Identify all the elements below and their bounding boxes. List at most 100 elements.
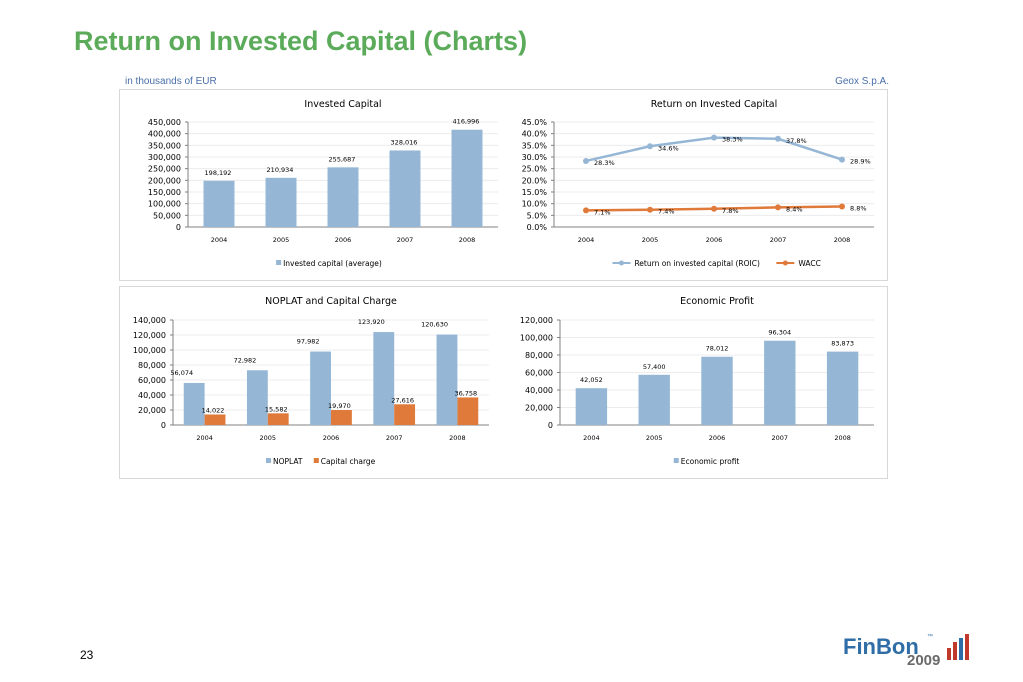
bar-noplat-s0-1 — [246, 370, 268, 425]
data-label-noplat-s1-2: 19,970 — [328, 402, 351, 410]
x-tick-label-roic: 2006 — [706, 236, 723, 244]
x-tick-label-econ: 2008 — [834, 434, 851, 442]
chart-title-roic: Return on Invested Capital — [651, 99, 778, 110]
data-label-noplat-s0-2: 97,982 — [297, 338, 320, 346]
panel-top: Invested Capital 0 50,000 100,000 150,000 200… — [119, 89, 888, 281]
y-tick-label-econ: 40,000 — [525, 386, 553, 395]
x-tick-label-econ: 2005 — [646, 434, 663, 442]
data-label-roic-s0-1: 34.6% — [658, 144, 679, 152]
x-tick-label-noplat: 2006 — [323, 434, 340, 442]
point-roic-s0-4 — [839, 156, 845, 163]
y-tick-label-noplat: 80,000 — [138, 361, 166, 370]
y-tick-label-invested: 50,000 — [153, 211, 181, 220]
x-tick-label-econ: 2004 — [583, 434, 600, 442]
bar-chart-icon — [947, 634, 969, 660]
y-tick-label-roic: 25.0% — [522, 165, 548, 174]
data-label-econ-s0-1: 57,400 — [643, 363, 666, 371]
legend-swatch-invested-s0 — [276, 260, 282, 265]
page-number: 23 — [80, 648, 94, 662]
y-tick-label-invested: 100,000 — [148, 200, 181, 209]
data-label-roic-s1-1: 7.4% — [658, 208, 675, 216]
finbon-logo: FinBon ™ 2009 — [843, 634, 973, 670]
chart-title-noplat: NOPLAT and Capital Charge — [265, 296, 397, 307]
legend-swatch-econ-s0 — [673, 458, 679, 463]
x-tick-label-invested: 2006 — [335, 236, 352, 244]
data-label-econ-s0-0: 42,052 — [580, 376, 603, 384]
y-tick-label-roic: 20.0% — [522, 176, 548, 185]
data-label-roic-s0-2: 38.3% — [722, 136, 743, 144]
bar-noplat-s0-4 — [436, 334, 458, 425]
panel-bottom: NOPLAT and Capital Charge 0 20,000 40,000 60… — [119, 286, 888, 479]
point-roic-s0-1 — [647, 143, 653, 150]
data-label-noplat-s1-3: 27,616 — [391, 396, 414, 404]
x-tick-label-noplat: 2004 — [196, 434, 213, 442]
legend-label-roic-s1: WACC — [798, 259, 820, 268]
y-tick-label-econ: 120,000 — [520, 316, 553, 325]
data-label-invested-s0-1: 210,934 — [267, 166, 294, 174]
bar-econ-s0-3 — [764, 340, 796, 425]
page-title: Return on Invested Capital (Charts) — [74, 26, 528, 56]
legend-swatch-noplat-s1 — [313, 458, 319, 463]
y-tick-label-noplat: 100,000 — [133, 346, 166, 355]
bar-noplat-s1-0 — [204, 414, 226, 425]
data-label-econ-s0-4: 83,873 — [831, 340, 854, 348]
data-label-noplat-s1-0: 14,022 — [202, 406, 225, 414]
point-roic-s0-3 — [775, 135, 781, 142]
y-tick-label-econ: 0 — [548, 421, 553, 430]
x-tick-label-noplat: 2008 — [449, 434, 466, 442]
y-tick-label-invested: 150,000 — [148, 188, 181, 197]
bar-noplat-s1-3 — [394, 404, 416, 425]
company-name: Geox S.p.A. — [835, 76, 889, 87]
y-tick-label-invested: 300,000 — [148, 153, 181, 162]
y-tick-label-invested: 250,000 — [148, 165, 181, 174]
logo-text: FinBon — [843, 634, 919, 659]
y-tick-label-noplat: 40,000 — [138, 391, 166, 400]
x-tick-label-roic: 2008 — [834, 236, 851, 244]
y-tick-label-noplat: 0 — [161, 421, 166, 430]
chart-title-econ: Economic Profit — [680, 296, 754, 307]
y-tick-label-roic: 30.0% — [522, 153, 548, 162]
y-tick-label-econ: 100,000 — [520, 334, 553, 343]
y-tick-label-noplat: 140,000 — [133, 316, 166, 325]
chart-bottom-svg: NOPLAT and Capital Charge 0 20,000 40,000 60… — [133, 296, 874, 466]
y-tick-label-econ: 20,000 — [525, 404, 553, 413]
y-tick-label-roic: 15.0% — [522, 188, 548, 197]
y-tick-label-invested: 350,000 — [148, 141, 181, 150]
point-roic-s1-4 — [839, 203, 845, 210]
x-tick-label-econ: 2007 — [772, 434, 789, 442]
x-tick-label-roic: 2007 — [770, 236, 787, 244]
data-label-noplat-s0-3: 123,920 — [358, 318, 385, 326]
bar-noplat-s1-2 — [331, 410, 352, 425]
legend-swatch-noplat-s0 — [266, 458, 271, 463]
bar-econ-s0-2 — [701, 356, 733, 425]
y-tick-label-noplat: 120,000 — [133, 331, 166, 340]
bar-invested-s0-2 — [327, 167, 359, 227]
y-tick-label-roic: 5.0% — [527, 211, 548, 220]
bar-econ-s0-1 — [638, 374, 670, 425]
data-label-econ-s0-2: 78,012 — [706, 345, 729, 353]
data-label-roic-s0-3: 37.8% — [786, 137, 807, 145]
legend-label-econ-s0: Economic profit — [681, 457, 740, 466]
bar-noplat-s1-1 — [267, 413, 289, 425]
bar-noplat-s1-4 — [457, 397, 479, 425]
data-label-noplat-s0-1: 72,982 — [234, 356, 257, 364]
x-tick-label-noplat: 2005 — [260, 434, 277, 442]
point-roic-s1-0 — [583, 207, 589, 214]
y-tick-label-roic: 35.0% — [522, 141, 548, 150]
bar-invested-s0-0 — [203, 180, 235, 227]
x-tick-label-invested: 2008 — [459, 236, 476, 244]
y-tick-label-roic: 45.0% — [522, 118, 548, 127]
bar-noplat-s0-2 — [310, 351, 331, 425]
y-tick-label-invested: 450,000 — [148, 118, 181, 127]
units-note: in thousands of EUR — [125, 76, 217, 87]
data-label-invested-s0-3: 328,016 — [391, 138, 418, 146]
data-label-roic-s1-2: 7.8% — [722, 207, 739, 215]
point-roic-s0-2 — [711, 134, 717, 141]
x-tick-label-econ: 2006 — [709, 434, 726, 442]
bar-noplat-s0-0 — [183, 382, 205, 425]
data-label-econ-s0-3: 96,304 — [768, 329, 791, 337]
data-label-invested-s0-0: 198,192 — [205, 169, 232, 177]
data-label-invested-s0-2: 255,687 — [329, 155, 356, 163]
x-tick-label-invested: 2004 — [211, 236, 228, 244]
x-tick-label-invested: 2007 — [397, 236, 414, 244]
